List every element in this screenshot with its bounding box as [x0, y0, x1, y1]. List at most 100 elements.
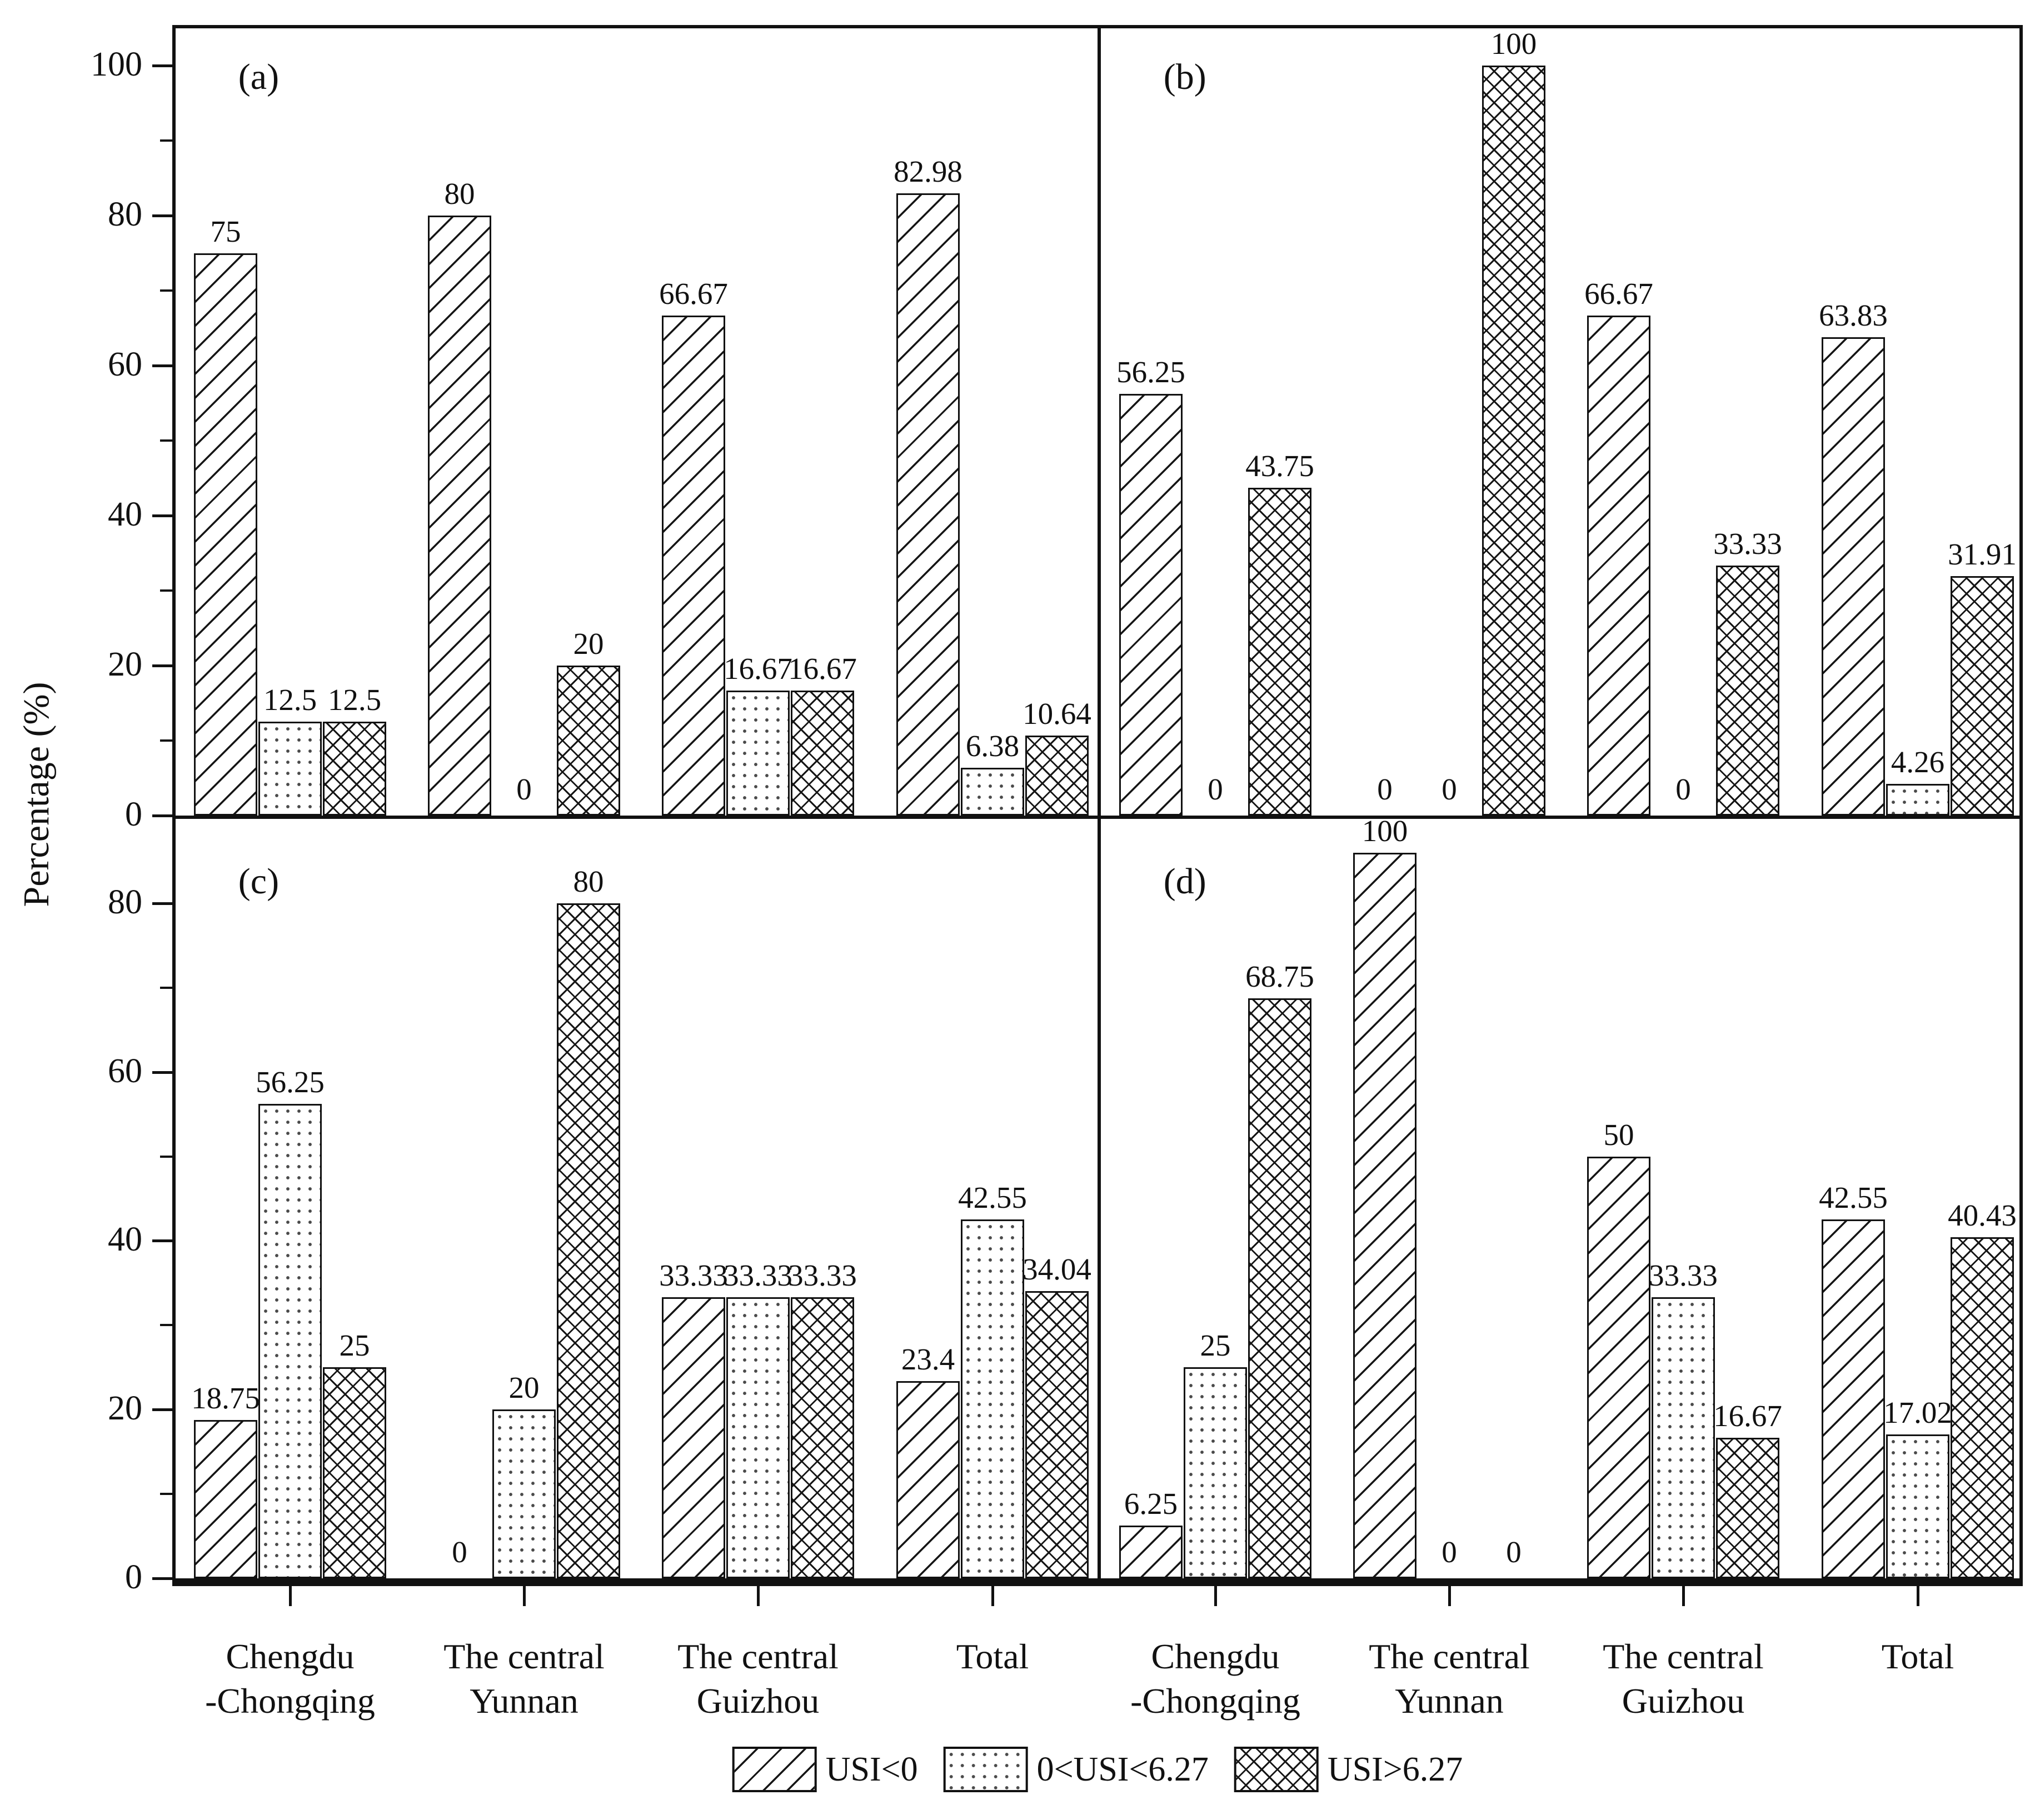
y-tick-label: 100 — [91, 46, 142, 84]
bar-value-label: 0 — [1442, 1535, 1457, 1569]
bar-value-label: 12.5 — [327, 683, 382, 717]
bar-USI>6.27 — [323, 722, 386, 816]
panel-tag: (c) — [238, 861, 280, 902]
bar-value-label: 33.33 — [788, 1258, 857, 1292]
bar-0<USI<6.27 — [726, 691, 790, 816]
bar-value-label: 0 — [1675, 772, 1691, 806]
legend-label: USI>6.27 — [1327, 1750, 1463, 1788]
bar-value-label: 6.38 — [965, 729, 1020, 763]
x-category-label: The central Guizhou — [677, 1637, 839, 1721]
bar-USI>6.27 — [1951, 1237, 2014, 1578]
bar-0<USI<6.27 — [1886, 1434, 1949, 1578]
panel-tag: (a) — [238, 56, 280, 97]
bar-value-label: 25 — [339, 1328, 370, 1362]
bar-value-label: 63.83 — [1819, 298, 1888, 332]
bar-USI>6.27 — [323, 1367, 386, 1578]
bar-value-label: 0 — [1442, 772, 1457, 806]
bar-USI<0 — [662, 316, 725, 816]
bar-USI>6.27 — [1482, 66, 1545, 816]
panel-tag: (d) — [1163, 861, 1206, 902]
y-major-tick — [152, 1239, 172, 1242]
y-minor-tick — [160, 1156, 172, 1158]
bar-value-label: 40.43 — [1948, 1198, 2017, 1232]
x-tick — [757, 1586, 760, 1606]
y-minor-tick — [160, 289, 172, 292]
bar-value-label: 18.75 — [191, 1381, 260, 1415]
bar-value-label: 100 — [1490, 27, 1537, 61]
bar-USI<0 — [1587, 1157, 1650, 1578]
bar-value-label: 25 — [1200, 1328, 1231, 1362]
panel-b: (b) 56.25 0 66.67 63.83 0 0 0 4.26 43.75 100 33.33 3… — [1101, 27, 2023, 816]
bar-value-label: 23.4 — [901, 1342, 955, 1376]
panel-tag: (b) — [1163, 56, 1206, 97]
bar-USI<0 — [194, 1420, 257, 1578]
y-major-tick — [152, 64, 172, 67]
bar-USI<0 — [1353, 853, 1416, 1578]
bar-USI<0 — [1119, 1526, 1183, 1578]
legend: USI<0 0<USI<6.27 USI>6.27 — [732, 1747, 1463, 1792]
bar-USI<0 — [1822, 1219, 1885, 1578]
bar-value-label: 17.02 — [1883, 1396, 1952, 1429]
bar-value-label: 16.67 — [1713, 1399, 1782, 1433]
bar-USI>6.27 — [1248, 488, 1311, 816]
y-minor-tick — [160, 1324, 172, 1326]
bar-value-label: 16.67 — [724, 652, 792, 686]
y-minor-tick — [160, 439, 172, 442]
x-category-label: The central Guizhou — [1603, 1637, 1764, 1721]
x-tick — [1682, 1586, 1685, 1606]
y-axis-title: Percentage (%) — [16, 682, 57, 907]
bar-value-label: 33.33 — [1649, 1258, 1718, 1292]
bar-value-label: 80 — [444, 177, 475, 211]
bar-value-label: 0 — [516, 772, 532, 806]
bar-value-label: 12.5 — [263, 683, 317, 717]
legend-item-usi-lt-0: USI<0 — [732, 1747, 918, 1792]
bar-USI<0 — [194, 253, 257, 816]
y-tick-label: 60 — [108, 346, 142, 384]
bar-USI<0 — [662, 1297, 725, 1578]
x-tick — [1448, 1586, 1451, 1606]
x-category-label: Total — [1881, 1637, 1954, 1676]
bar-value-label: 16.67 — [788, 652, 857, 686]
y-tick-label: 40 — [108, 496, 142, 534]
bar-value-label: 4.26 — [1891, 745, 1945, 779]
bar-value-label: 100 — [1361, 814, 1408, 848]
y-tick-label: 80 — [108, 883, 142, 922]
legend-label: USI<0 — [825, 1750, 918, 1788]
x-category-label: The central Yunnan — [1369, 1637, 1530, 1721]
bar-value-label: 0 — [1377, 772, 1393, 806]
bar-value-label: 33.33 — [659, 1258, 728, 1292]
bar-value-label: 42.55 — [1819, 1181, 1888, 1214]
panel-c: (c) 18.75 0 33.33 23.4 56.25 20 33.33 42.55 25 80 3… — [176, 819, 1098, 1578]
bar-0<USI<6.27 — [961, 768, 1024, 816]
x-category-label: Total — [956, 1637, 1029, 1676]
y-major-tick — [152, 514, 172, 517]
bar-value-label: 68.75 — [1245, 959, 1314, 993]
y-major-tick — [152, 1408, 172, 1411]
x-tick — [991, 1586, 994, 1606]
y-minor-tick — [160, 139, 172, 142]
bar-value-label: 56.25 — [256, 1065, 325, 1099]
bar-0<USI<6.27 — [726, 1297, 790, 1578]
bar-value-label: 50 — [1603, 1118, 1634, 1152]
bar-value-label: 43.75 — [1245, 449, 1314, 483]
x-category-label: Chengdu -Chongqing — [205, 1637, 375, 1721]
bar-USI>6.27 — [791, 1297, 854, 1578]
bar-value-label: 6.25 — [1124, 1487, 1178, 1521]
panel-divider-vertical — [1098, 25, 1101, 1586]
y-major-tick — [152, 214, 172, 217]
panel-d: (d) 6.25 100 50 42.55 25 0 33.33 17.02 68.75 0 16.6… — [1101, 814, 2023, 1578]
bar-value-label: 75 — [210, 214, 241, 248]
y-major-tick — [152, 814, 172, 817]
bar-USI>6.27 — [557, 666, 620, 816]
bar-value-label: 0 — [1208, 772, 1223, 806]
bar-0<USI<6.27 — [1652, 1297, 1715, 1578]
bar-USI>6.27 — [1716, 1438, 1779, 1578]
y-minor-tick — [160, 739, 172, 742]
bar-0<USI<6.27 — [1886, 784, 1949, 816]
x-tick — [289, 1586, 292, 1606]
y-tick-label: 20 — [108, 1389, 142, 1428]
bar-value-label: 56.25 — [1116, 355, 1185, 389]
bar-value-label: 82.98 — [894, 154, 962, 188]
plot-border-right — [2019, 25, 2023, 1586]
y-major-tick — [152, 1071, 172, 1074]
